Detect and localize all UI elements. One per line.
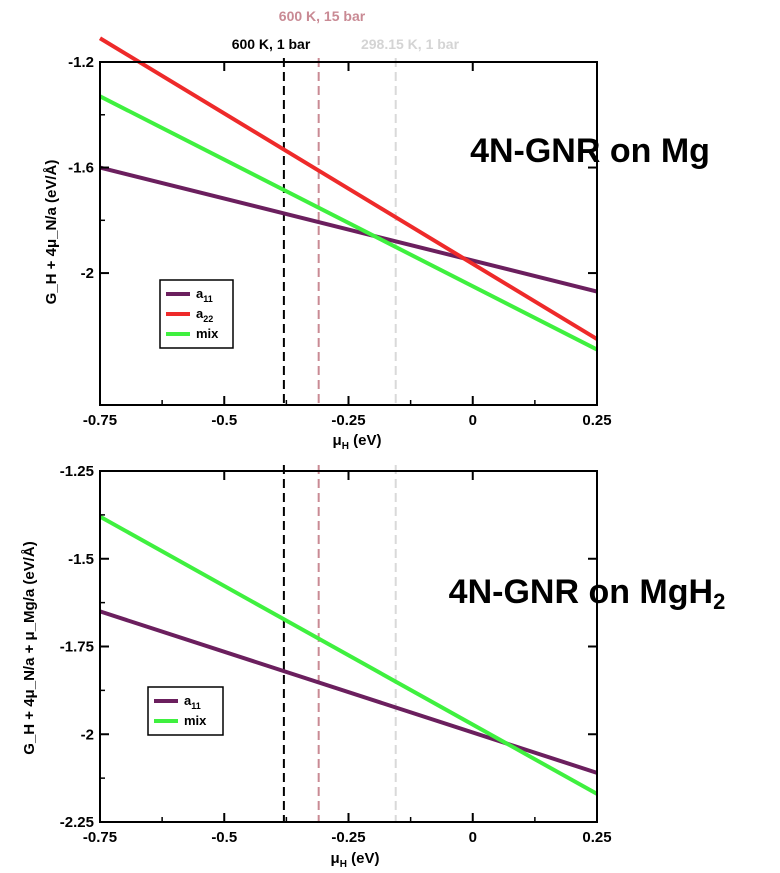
xlabel-mu: μ [331,850,340,867]
x-tick-label: -0.5 [211,829,237,846]
y-tick-label: -2.25 [60,814,94,831]
x-tick-label: 0 [469,412,477,429]
chart-top-legend: a11 a22 mix [159,279,234,349]
legend-label-a11: a11 [196,286,213,304]
xlabel-tail: (eV) [347,850,380,867]
chart-bottom-plot-area [99,465,598,822]
y-tick-label: -1.75 [60,639,94,656]
series-line-mix [99,514,598,796]
x-tick-label: -0.25 [331,829,365,846]
x-tick-label: -0.75 [83,829,117,846]
plot-frame [99,61,598,406]
legend-label-a11: a11 [184,693,201,711]
label-600k-1bar: 600 K, 1 bar [232,36,311,52]
chart-top-ticks: -0.75 -0.5 -0.25 0 0.25 -1.2 -1.6 -2 [68,54,611,429]
y-tick-label: -1.5 [68,551,94,568]
label-298k-1bar: 298.15 K, 1 bar [361,36,460,52]
series-line-a22 [98,36,599,341]
y-tick-label: -2 [81,265,94,282]
y-tick-label: -1.25 [60,463,94,480]
y-tick-label: -1.2 [68,54,94,71]
xlabel-sub: H [342,441,349,452]
chart-bottom-legend: a11 mix [147,686,224,736]
x-tick-label: -0.25 [331,412,365,429]
x-tick-label: 0.25 [582,412,611,429]
chart-top-plot-area [98,36,599,405]
x-tick-label: -0.5 [211,412,237,429]
chart-bottom-ylabel: G_H + 4μ_N/a + μ_Mg/a (eV/Å) [21,541,38,754]
x-tick-label: 0 [469,829,477,846]
legend-box [147,686,224,736]
xlabel-tail: (eV) [349,432,382,449]
plot-frame [99,470,598,823]
y-tick-label: -1.6 [68,160,94,177]
series-line-mix [99,94,598,352]
chart-top-ylabel: G_H + 4μ_N/a (eV/Å) [43,160,60,305]
chart-top-xlabel: μH (eV) [333,432,382,452]
x-tick-label: -0.75 [83,412,117,429]
chart-bottom-xlabel: μH (eV) [331,850,380,870]
chart-bottom-title: 4N-GNR on MgH2 [449,573,726,614]
y-tick-label: -2 [81,726,94,743]
xlabel-mu: μ [333,432,342,449]
series-line-a11 [99,165,598,294]
chart-bottom-title-main: 4N-GNR on MgH [449,573,713,611]
chart-bottom-title-sub: 2 [713,589,725,614]
chart-bottom-ticks: -0.75 -0.5 -0.25 0 0.25 -1.25 -1.5 -1.75 -2 -2.25 [60,463,612,846]
chart-top-title: 4N-GNR on Mg [470,132,710,170]
label-600k-15bar: 600 K, 15 bar [279,8,366,24]
legend-label-a22: a22 [196,306,213,324]
xlabel-sub: H [340,859,347,870]
legend-label-mix: mix [196,326,219,341]
x-tick-label: 0.25 [582,829,611,846]
legend-label-mix: mix [184,713,207,728]
